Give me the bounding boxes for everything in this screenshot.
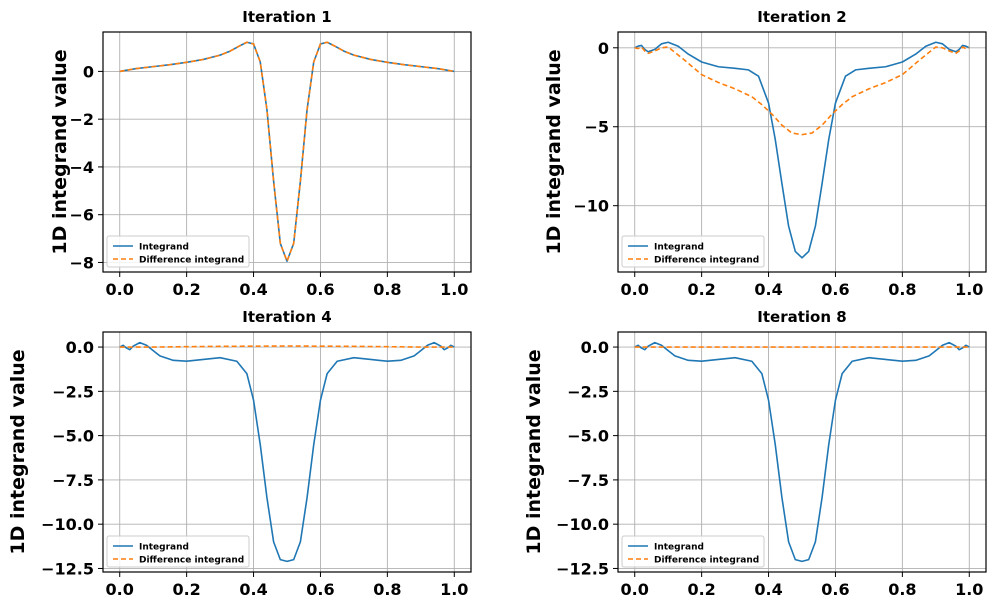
legend-label-integrand: Integrand [654, 543, 704, 553]
legend-box [106, 535, 250, 568]
x-tick-label: 0.0 [106, 280, 134, 299]
legend-box [106, 235, 250, 268]
x-tick-label: 1.0 [955, 580, 983, 599]
x-tick-label: 0.2 [687, 280, 715, 299]
y-tick-label: 0.0 [66, 338, 94, 357]
x-tick-label: 0.2 [172, 280, 200, 299]
x-tick-label: 0.4 [239, 580, 267, 599]
y-tick-label: −10.0 [556, 515, 609, 534]
y-tick-label: −12.5 [556, 559, 609, 578]
x-tick-label: 0.8 [888, 580, 916, 599]
y-tick-label: −10.0 [41, 515, 94, 534]
x-tick-label: 0.0 [621, 280, 649, 299]
legend: Integrand Difference integrand [106, 235, 250, 268]
x-tick-label: 0.6 [821, 280, 849, 299]
y-tick-label: −5.0 [567, 427, 609, 446]
legend-label-difference-integrand: Difference integrand [654, 556, 759, 566]
y-tick-label: −2.5 [567, 382, 609, 401]
subplot-1: 0.0 0.2 0.4 0.6 0.8 1.0 0 −2 −4 −6 −8 Iteration 1 1D… [49, 8, 472, 299]
series-line-difference-integrand [119, 41, 455, 263]
x-tick-label: 0.0 [106, 580, 134, 599]
y-tick-label: −10 [573, 197, 609, 216]
y-tick-label: −7.5 [567, 471, 609, 490]
axes-frame [102, 31, 472, 273]
subplot-4: 0.0 0.2 0.4 0.6 0.8 1.0 0.0 −2.5 −5.0 −7.5 −10.0 −1… [523, 308, 987, 599]
y-tick-label: −5 [584, 118, 609, 137]
y-tick-label: 0 [83, 62, 94, 81]
legend: Integrand Difference integrand [106, 535, 250, 568]
y-tick-label: −8 [69, 253, 94, 272]
legend-label-difference-integrand: Difference integrand [139, 556, 244, 566]
y-axis-label: 1D integrand value [523, 349, 545, 554]
x-tick-label: 1.0 [440, 280, 468, 299]
x-tick-label: 0.4 [754, 280, 782, 299]
subplot-title: Iteration 4 [242, 308, 331, 326]
x-tick-label: 0.8 [888, 280, 916, 299]
subplot-title: Iteration 8 [757, 308, 846, 326]
y-tick-label: −2.5 [52, 382, 94, 401]
subplot-grid: 0.0 0.2 0.4 0.6 0.8 1.0 0 −2 −4 −6 −8 Iteration 1 1D… [7, 8, 987, 599]
x-tick-label: 0.2 [172, 580, 200, 599]
legend-box [621, 535, 765, 568]
x-tick-label: 0.4 [239, 280, 267, 299]
legend-box [621, 235, 765, 268]
x-tick-label: 0.0 [621, 580, 649, 599]
x-tick-label: 1.0 [955, 280, 983, 299]
x-tick-label: 1.0 [440, 580, 468, 599]
subplot-3: 0.0 0.2 0.4 0.6 0.8 1.0 0.0 −2.5 −5.0 −7.5 −10.0 −1… [7, 308, 472, 599]
legend-label-integrand: Integrand [139, 243, 189, 253]
x-tick-label: 0.6 [306, 580, 334, 599]
y-tick-label: −7.5 [52, 471, 94, 490]
x-tick-label: 0.6 [821, 580, 849, 599]
legend-label-integrand: Integrand [139, 543, 189, 553]
subplot-2: 0.0 0.2 0.4 0.6 0.8 1.0 0 −5 −10 Iteration 2 1D in… [543, 8, 987, 299]
axes-frame [617, 31, 987, 273]
axes-frame [617, 331, 987, 573]
x-tick-label: 0.8 [373, 280, 401, 299]
legend: Integrand Difference integrand [621, 535, 765, 568]
y-tick-label: −4 [69, 158, 94, 177]
subplot-title: Iteration 1 [242, 8, 331, 26]
legend-label-integrand: Integrand [654, 243, 704, 253]
legend-label-difference-integrand: Difference integrand [654, 256, 759, 266]
x-tick-label: 0.4 [754, 580, 782, 599]
x-tick-label: 0.2 [687, 580, 715, 599]
y-axis-label: 1D integrand value [49, 49, 71, 254]
legend-label-difference-integrand: Difference integrand [139, 256, 244, 266]
series-line-integrand [634, 41, 970, 259]
series-line-difference-integrand [634, 46, 970, 136]
legend: Integrand Difference integrand [621, 235, 765, 268]
y-axis-label: 1D integrand value [543, 49, 565, 254]
x-tick-label: 0.8 [373, 580, 401, 599]
y-tick-label: −12.5 [41, 559, 94, 578]
y-tick-label: 0 [598, 39, 609, 58]
subplot-title: Iteration 2 [757, 8, 846, 26]
axes-frame [102, 331, 472, 573]
y-axis-label: 1D integrand value [7, 349, 29, 554]
y-tick-label: −6 [69, 206, 94, 225]
series-line-integrand [119, 341, 455, 563]
y-tick-label: −5.0 [52, 427, 94, 446]
y-tick-label: −2 [69, 110, 94, 129]
series-line-integrand [634, 341, 970, 563]
x-tick-label: 0.6 [306, 280, 334, 299]
y-tick-label: 0.0 [581, 338, 609, 357]
